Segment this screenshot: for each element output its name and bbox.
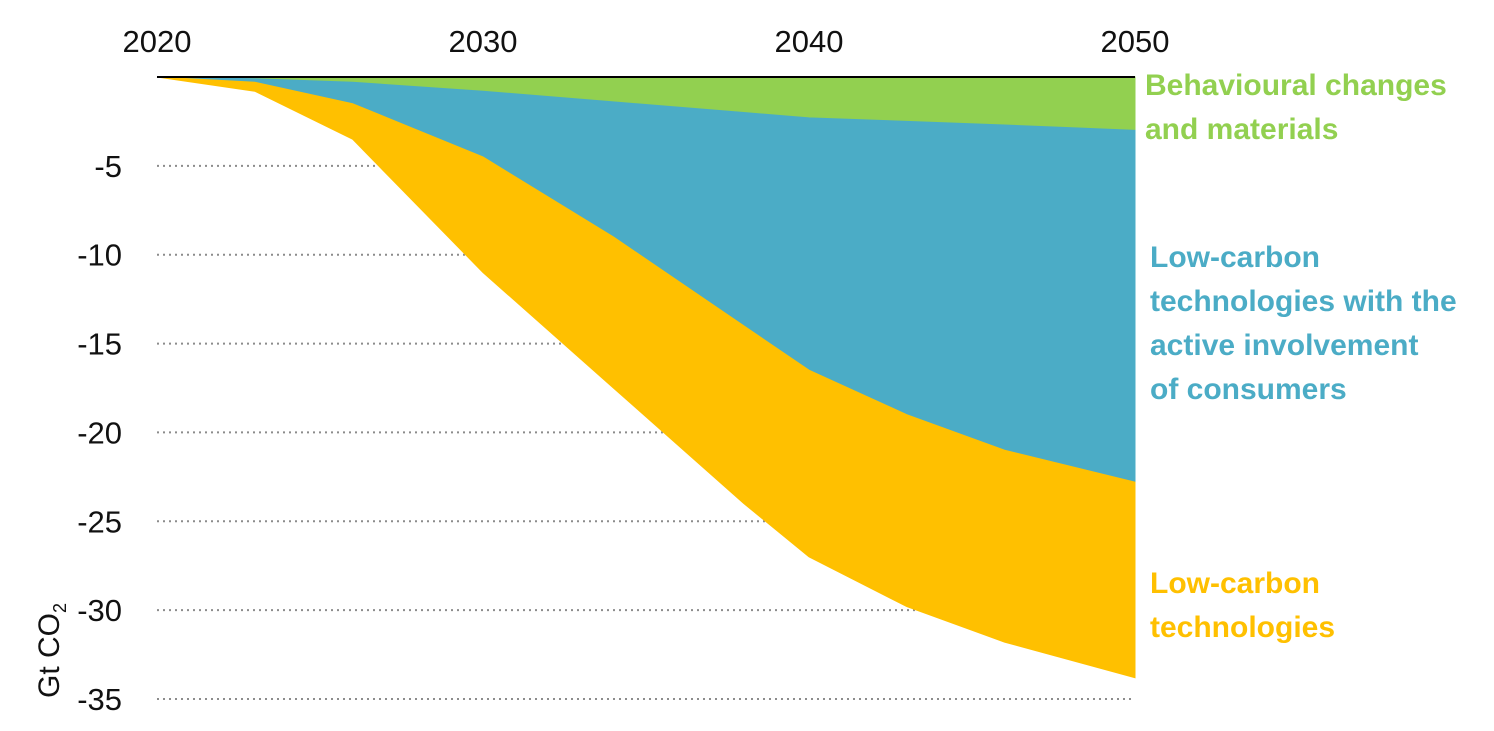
area-series xyxy=(156,76,1136,679)
y-tick-label: -25 xyxy=(77,504,122,539)
area-band-3 xyxy=(156,76,1136,679)
x-tick-label: 2040 xyxy=(775,24,844,59)
y-tick-label: -15 xyxy=(77,327,122,362)
y-tick-label: -35 xyxy=(77,682,122,717)
series-label-line: technologies xyxy=(1150,611,1336,644)
x-tick-label: 2050 xyxy=(1101,24,1170,59)
series-label-line: Low-carbon xyxy=(1150,241,1320,274)
y-axis-label: Gt CO2 xyxy=(33,602,70,698)
gridlines xyxy=(157,164,1135,700)
series-label-line: of consumers xyxy=(1150,373,1347,406)
series-label-line: active involvement xyxy=(1150,329,1419,362)
x-tick-label: 2020 xyxy=(123,24,192,59)
y-tick-label: -20 xyxy=(77,415,122,450)
y-tick-label: -5 xyxy=(94,149,122,184)
series-label-line: Low-carbon xyxy=(1150,567,1320,600)
y-tick-label: -10 xyxy=(77,238,122,273)
y-axis-ticks: -5 -10 -15 -20 -25 -30 -35 xyxy=(77,149,122,717)
series-label-line: technologies with the xyxy=(1150,285,1457,318)
series-label-low-carbon-technologies: Low-carbon technologies xyxy=(1150,562,1335,650)
x-axis-ticks: 2020 2030 2040 2050 xyxy=(123,24,1170,59)
series-label-line: Behavioural changes xyxy=(1145,69,1447,102)
x-tick-label: 2030 xyxy=(449,24,518,59)
series-label-line: and materials xyxy=(1145,113,1339,146)
series-label-active-involvement: Low-carbon technologies with the active … xyxy=(1150,236,1457,412)
series-label-behavioural-changes: Behavioural changes and materials xyxy=(1145,64,1447,152)
y-tick-label: -30 xyxy=(77,593,122,628)
